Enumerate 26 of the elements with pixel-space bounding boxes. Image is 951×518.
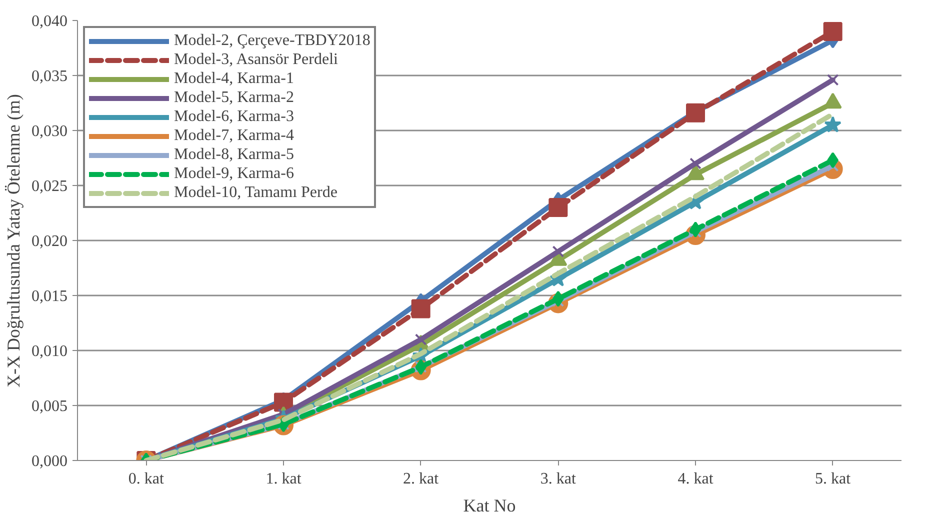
legend-label: Model-7, Karma-4: [174, 127, 294, 145]
legend-label: Model-9, Karma-6: [174, 165, 294, 183]
legend-label: Model-5, Karma-2: [174, 89, 294, 107]
legend-label: Model-8, Karma-5: [174, 146, 294, 164]
y-tick-label: 0,025: [32, 178, 68, 195]
y-tick-label: 0,010: [32, 343, 68, 360]
x-tick-label: 4. kat: [678, 470, 714, 488]
y-tick-label: 0,000: [32, 453, 68, 470]
legend-label: Model-10, Tamamı Perde: [174, 184, 338, 202]
y-tick-label: 0,020: [32, 233, 68, 250]
y-tick-label: 0,035: [32, 68, 68, 85]
legend-label: Model-6, Karma-3: [174, 108, 294, 126]
legend-label: Model-2, Çerçeve-TBDY2018: [174, 32, 370, 50]
y-tick-label: 0,005: [32, 398, 68, 415]
y-tick-label: 0,030: [32, 123, 68, 140]
y-tick-label: 0,015: [32, 288, 68, 305]
x-tick-label: 2. kat: [403, 470, 440, 488]
y-axis-title: X-X Doğrultusunda Yatay Ötelenme (m): [4, 94, 24, 388]
y-tick-label: 0,040: [32, 13, 68, 30]
x-tick-label: 3. kat: [540, 470, 576, 488]
x-tick-label: 0. kat: [128, 470, 164, 488]
legend-label: Model-4, Karma-1: [174, 70, 294, 88]
x-axis-title: Kat No: [463, 496, 516, 516]
x-tick-label: 5. kat: [815, 470, 852, 488]
legend-label: Model-3, Asansör Perdeli: [174, 51, 338, 69]
x-tick-label: 1. kat: [266, 470, 302, 488]
